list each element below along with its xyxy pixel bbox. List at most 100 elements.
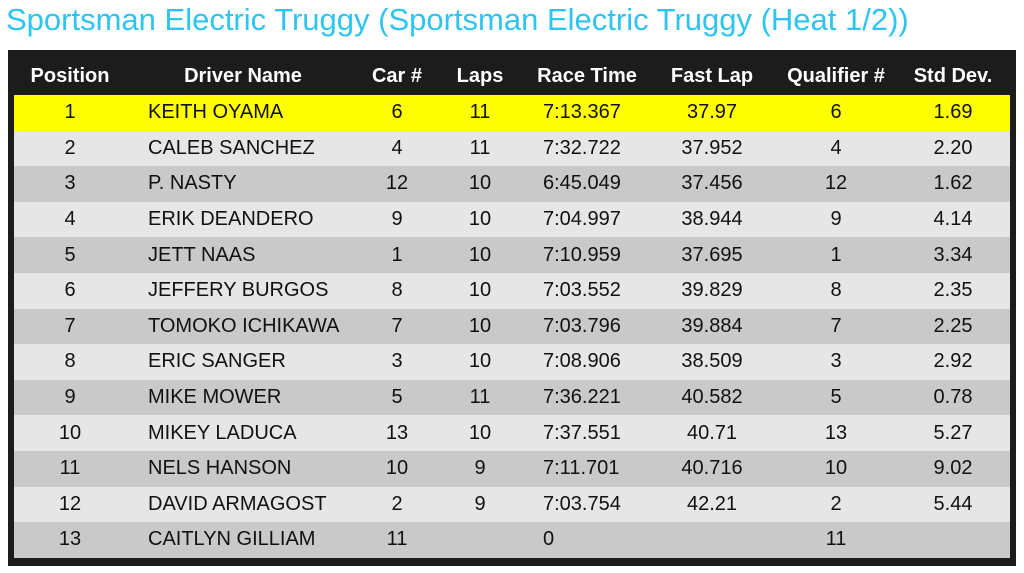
cell-position: 1	[14, 95, 126, 131]
cell-std-dev: 0.78	[896, 379, 1010, 416]
cell-fast-lap: 38.509	[648, 344, 776, 380]
cell-qualifier: 9	[776, 201, 896, 238]
cell-std-dev: 4.14	[896, 201, 1010, 238]
cell-laps: 10	[434, 308, 526, 345]
column-header: Car #	[371, 64, 423, 87]
cell-fast-lap: 37.952	[648, 130, 776, 167]
cell-driver: NELS HANSON	[126, 450, 360, 487]
cell-position: 9	[14, 379, 126, 416]
cell-position: 2	[14, 130, 126, 167]
result-row: 2 CALEB SANCHEZ 4 11 7:32.722 37.952 4 2.20	[14, 130, 1010, 167]
result-row: 6 JEFFERY BURGOS 8 10 7:03.552 39.829 8 2.35	[14, 272, 1010, 309]
cell-std-dev	[896, 522, 1010, 558]
cell-laps: 11	[434, 95, 526, 131]
cell-driver: JEFFERY BURGOS	[126, 272, 360, 309]
column-header: Std Dev.	[913, 64, 993, 87]
cell-laps: 9	[434, 486, 526, 523]
cell-std-dev: 1.69	[896, 95, 1010, 131]
column-header: Laps	[456, 64, 504, 87]
results-table: Position Driver Name Car # Laps Race Time Fas…	[14, 57, 1010, 558]
cell-position: 10	[14, 415, 126, 451]
result-row: 5 JETT NAAS 1 10 7:10.959 37.695 1 3.34	[14, 237, 1010, 273]
cell-car: 4	[360, 130, 434, 167]
cell-car: 8	[360, 272, 434, 309]
cell-position: 7	[14, 308, 126, 345]
cell-fast-lap: 38.944	[648, 201, 776, 238]
cell-race-time: 7:10.959	[526, 237, 648, 273]
cell-position: 3	[14, 166, 126, 202]
cell-race-time: 6:45.049	[526, 166, 648, 202]
cell-fast-lap: 42.21	[648, 486, 776, 523]
cell-driver: ERIC SANGER	[126, 344, 360, 380]
cell-qualifier: 3	[776, 344, 896, 380]
cell-fast-lap: 37.97	[648, 95, 776, 131]
cell-laps: 10	[434, 166, 526, 202]
cell-race-time: 7:04.997	[526, 201, 648, 238]
cell-qualifier: 10	[776, 450, 896, 487]
cell-laps: 11	[434, 379, 526, 416]
cell-laps: 10	[434, 272, 526, 309]
column-header: Driver Name	[184, 64, 302, 87]
cell-fast-lap: 39.884	[648, 308, 776, 345]
cell-race-time: 7:03.754	[526, 486, 648, 523]
cell-laps: 11	[434, 130, 526, 167]
result-row: 9 MIKE MOWER 5 11 7:36.221 40.582 5 0.78	[14, 379, 1010, 416]
cell-qualifier: 5	[776, 379, 896, 416]
cell-fast-lap: 39.829	[648, 272, 776, 309]
cell-position: 11	[14, 450, 126, 487]
cell-std-dev: 2.25	[896, 308, 1010, 345]
cell-std-dev: 5.44	[896, 486, 1010, 523]
cell-race-time: 7:13.367	[526, 95, 648, 131]
cell-driver: CAITLYN GILLIAM	[126, 522, 360, 558]
cell-race-time: 0	[526, 522, 648, 558]
cell-driver: MIKEY LADUCA	[126, 415, 360, 451]
page-title: Sportsman Electric Truggy (Sportsman Ele…	[6, 2, 909, 37]
cell-car: 5	[360, 379, 434, 416]
result-row: 4 ERIK DEANDERO 9 10 7:04.997 38.944 9 4.14	[14, 201, 1010, 238]
cell-std-dev: 1.62	[896, 166, 1010, 202]
cell-position: 5	[14, 237, 126, 273]
column-header: Fast Lap	[670, 64, 754, 87]
cell-car: 6	[360, 95, 434, 131]
cell-driver: TOMOKO ICHIKAWA	[126, 308, 360, 345]
cell-car: 11	[360, 522, 434, 558]
cell-std-dev: 2.20	[896, 130, 1010, 167]
cell-qualifier: 4	[776, 130, 896, 167]
cell-position: 4	[14, 201, 126, 238]
column-header: Position	[30, 64, 110, 87]
cell-race-time: 7:36.221	[526, 379, 648, 416]
cell-race-time: 7:11.701	[526, 450, 648, 487]
cell-car: 9	[360, 201, 434, 238]
cell-car: 10	[360, 450, 434, 487]
column-header: Qualifier #	[787, 64, 885, 87]
cell-qualifier: 12	[776, 166, 896, 202]
cell-position: 12	[14, 486, 126, 523]
cell-driver: P. NASTY	[126, 166, 360, 202]
cell-laps: 10	[434, 201, 526, 238]
cell-car: 3	[360, 344, 434, 380]
cell-fast-lap: 40.582	[648, 379, 776, 416]
cell-std-dev: 2.35	[896, 272, 1010, 309]
result-row: 13 CAITLYN GILLIAM 11 0 11	[14, 522, 1010, 558]
result-row: 12 DAVID ARMAGOST 2 9 7:03.754 42.21 2 5.44	[14, 486, 1010, 523]
cell-driver: CALEB SANCHEZ	[126, 130, 360, 167]
cell-laps	[434, 522, 526, 558]
cell-car: 13	[360, 415, 434, 451]
cell-car: 1	[360, 237, 434, 273]
cell-position: 8	[14, 344, 126, 380]
cell-car: 12	[360, 166, 434, 202]
result-row: 3 P. NASTY 12 10 6:45.049 37.456 12 1.62	[14, 166, 1010, 202]
cell-driver: MIKE MOWER	[126, 379, 360, 416]
cell-driver: KEITH OYAMA	[126, 95, 360, 131]
result-row: 10 MIKEY LADUCA 13 10 7:37.551 40.71 13 5.27	[14, 415, 1010, 451]
result-row: 11 NELS HANSON 10 9 7:11.701 40.716 10 9.02	[14, 450, 1010, 487]
cell-fast-lap: 40.716	[648, 450, 776, 487]
cell-race-time: 7:32.722	[526, 130, 648, 167]
header-row: Position Driver Name Car # Laps Race Time Fas…	[14, 57, 1010, 95]
cell-race-time: 7:03.796	[526, 308, 648, 345]
result-row: 1 KEITH OYAMA 6 11 7:13.367 37.97 6 1.69	[14, 95, 1010, 131]
cell-laps: 10	[434, 344, 526, 380]
cell-qualifier: 13	[776, 415, 896, 451]
cell-position: 6	[14, 272, 126, 309]
cell-std-dev: 5.27	[896, 415, 1010, 451]
